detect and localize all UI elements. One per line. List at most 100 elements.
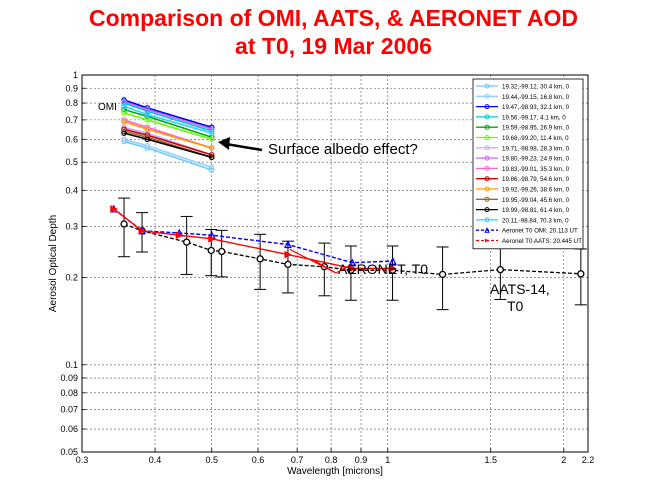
x-tick-label: 1.5 — [484, 455, 497, 465]
x-tick-label: 0.7 — [291, 455, 304, 465]
omi-point — [144, 136, 151, 143]
x-tick-label: 0.8 — [325, 455, 338, 465]
legend-swatch-marker — [484, 135, 490, 140]
omi-point — [208, 130, 215, 136]
aeronet-omi-line — [113, 208, 393, 264]
legend-entry-label: 19.68,-99.20, 11.4 km, 0 — [502, 135, 569, 142]
omi-point — [144, 142, 151, 149]
annotation-aeronet: AERONET, T0 — [338, 261, 428, 277]
y-tick-label: 0.4 — [65, 185, 78, 195]
y-tick-label: 0.1 — [65, 360, 78, 370]
omi-point — [144, 117, 151, 123]
surface-arrow-shaft — [225, 142, 263, 152]
aeronet-omi-point — [283, 240, 292, 249]
aeronet-pointer-line — [335, 265, 350, 274]
legend-entry-label: 19.99,-98.81, 61.4 km, 0 — [502, 207, 570, 214]
y-tick-label: 0.07 — [60, 405, 78, 415]
aats-point — [120, 220, 128, 228]
aeronet-series-group — [109, 204, 397, 273]
y-tick-label: 0.05 — [60, 447, 78, 457]
legend-swatch-marker — [484, 176, 490, 182]
aeronet-aats-point — [175, 231, 184, 240]
aeronet-aats-point — [138, 226, 147, 235]
omi-point — [144, 106, 151, 113]
legend: 19.32,-99.12, 30.4 km, 0 19.44,-99.15, 16… — [472, 78, 584, 250]
plot-frame — [81, 74, 589, 453]
legend-swatch-marker — [484, 93, 490, 99]
y-tick-label: 0.9 — [65, 83, 78, 93]
omi-series-line — [123, 132, 212, 159]
aats-point — [256, 255, 264, 263]
x-tick-label: 0.9 — [355, 455, 368, 465]
omi-point — [144, 126, 151, 133]
legend-swatch-marker — [484, 186, 490, 192]
x-tick-label: 0.4 — [149, 455, 162, 465]
legend-swatch-marker — [485, 238, 489, 243]
legend-swatch-marker — [484, 217, 490, 223]
omi-label: OMI — [98, 102, 117, 113]
legend-entry-label: 19.86,-98.79, 54.6 km, 0 — [502, 176, 570, 183]
aats-point — [218, 247, 226, 256]
aats-point — [438, 270, 447, 279]
aats-point — [577, 270, 585, 278]
legend-entry-label: 19.71,-98.98, 28.3 km, 0 — [502, 145, 570, 152]
legend-swatch-marker — [484, 145, 490, 151]
x-axis-ticks: 0.3 0.4 0.5 0.6 0.7 0.8 0.9 1 1.5 2 2.2 — [76, 448, 594, 465]
y-tick-label: 0.3 — [65, 222, 78, 232]
legend-swatch-marker — [484, 196, 490, 202]
legend-entry-label: 19.32,-99.12, 30.4 km, 0 — [502, 84, 570, 91]
aeronet-aats-point — [208, 235, 216, 243]
legend-entry-label: 19.59,-98.95, 26.9 km, 0 — [502, 125, 570, 132]
omi-point — [144, 111, 151, 118]
aeronet-aats-point — [284, 250, 293, 259]
legend-entry-label: Aeronet T0 AATS: 20.445 UT — [502, 238, 582, 245]
y-tick-label: 1 — [73, 70, 78, 80]
x-tick-label: 0.5 — [205, 455, 218, 465]
omi-point — [121, 103, 127, 110]
aeronet-omi-point — [388, 256, 397, 265]
y-axis-ticks: 0.05 0.06 0.07 0.08 0.09 0.1 0.2 0.3 0.4 0.5 0.6 0.… — [60, 70, 86, 457]
y-tick-label: 0.6 — [65, 134, 78, 144]
y-tick-label: 0.8 — [65, 98, 78, 108]
legend-entry-label: 20.11,-98.84, 70.3 km, 0 — [502, 217, 569, 224]
annotation-aats-line-2: T0 — [507, 298, 524, 314]
chart-title-line-1: Comparison of OMI, AATS, & AERONET AOD — [89, 5, 578, 31]
x-tick-label: 0.3 — [76, 455, 89, 465]
surface-arrow-head — [218, 137, 230, 150]
y-tick-label: 0.5 — [65, 157, 78, 167]
annotation-aats-line-1: AATS-14, — [490, 281, 550, 297]
annotation-surface-albedo: Surface albedo effect? — [268, 141, 418, 158]
legend-swatch-marker — [484, 155, 490, 161]
legend-swatch-marker — [484, 227, 490, 233]
omi-point — [208, 164, 215, 171]
aats-point — [183, 238, 191, 246]
legend-entry-label: 19.56,-99.17, 4.1 km, 0 — [502, 114, 566, 121]
chart-title-line-2: at T0, 19 Mar 2006 — [235, 33, 432, 59]
x-tick-label: 0.6 — [252, 455, 265, 465]
annotations: Surface albedo effect? AERONET, T0 AATS-… — [218, 137, 550, 314]
aeronet-aats-point — [389, 264, 397, 273]
y-tick-label: 0.09 — [60, 373, 78, 383]
omi-series-line — [123, 138, 212, 169]
y-tick-label: 0.2 — [65, 273, 78, 283]
omi-series-line — [123, 100, 212, 130]
x-tick-label: 1 — [385, 455, 390, 465]
omi-point — [208, 154, 215, 161]
y-tick-label: 0.06 — [60, 424, 78, 434]
x-tick-label: 2 — [561, 455, 566, 465]
aeronet-aats-point — [110, 205, 118, 213]
legend-swatch-marker — [484, 165, 490, 171]
legend-swatch-marker — [484, 124, 490, 130]
legend-swatch-marker — [484, 83, 490, 89]
omi-point — [121, 130, 127, 136]
omi-point — [208, 145, 215, 151]
omi-point — [121, 138, 127, 145]
aats-point — [284, 260, 292, 269]
omi-point — [121, 110, 127, 116]
omi-point — [121, 136, 127, 143]
legend-entry-label: Aeronet T0 OMI: 20.113 UT — [502, 228, 578, 235]
aats-point — [496, 265, 505, 274]
omi-series-line — [123, 120, 212, 149]
y-tick-label: 0.7 — [65, 115, 78, 125]
